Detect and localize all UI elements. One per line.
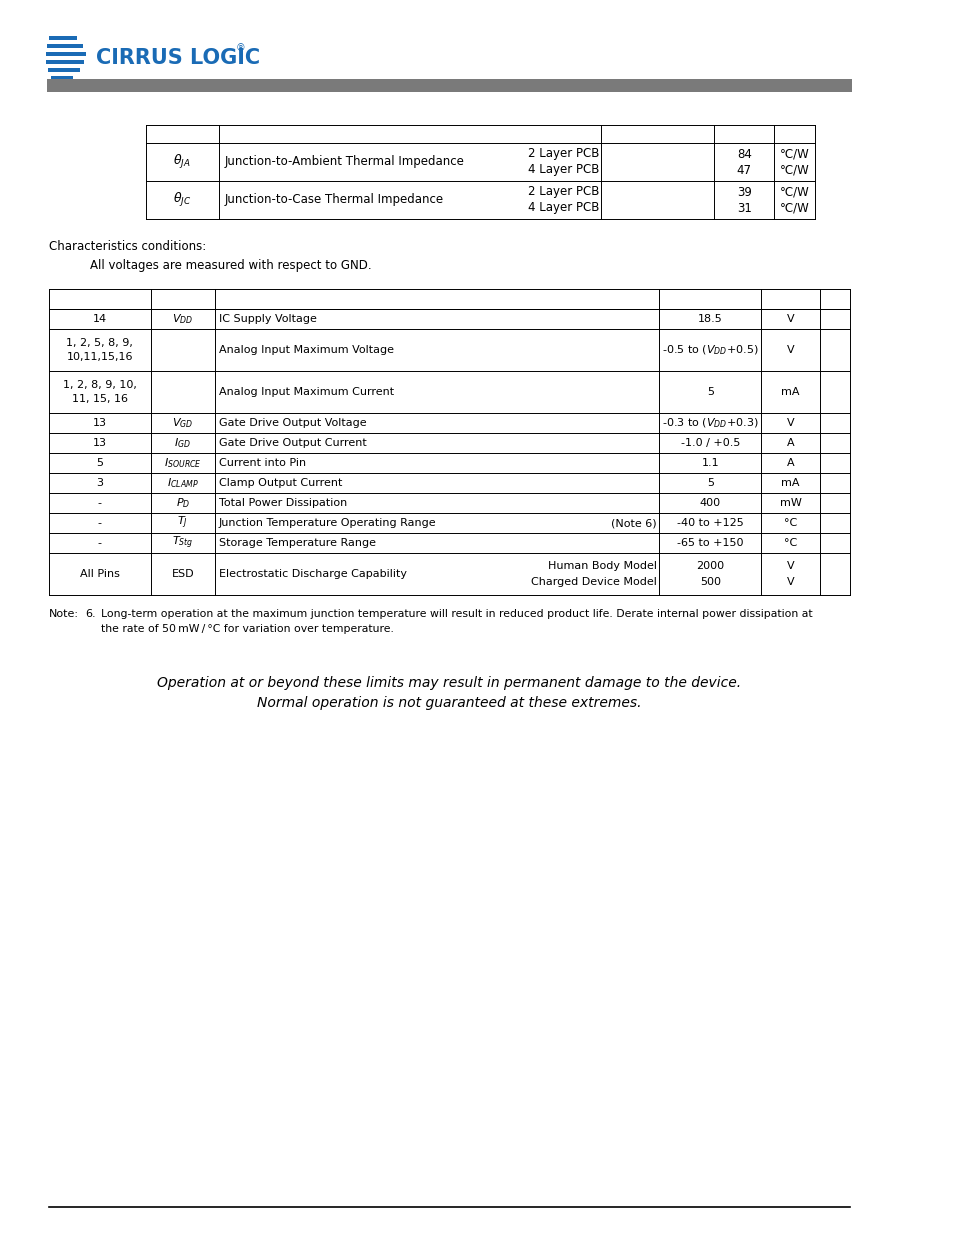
Text: $T_{J}$: $T_{J}$ [177,515,188,531]
Text: mA: mA [781,478,799,488]
Text: V: V [786,577,794,587]
Text: $V_{GD}$: $V_{GD}$ [172,416,193,430]
Text: °C/W: °C/W [779,185,809,199]
Text: -0.5 to ($V_{DD}$+0.5): -0.5 to ($V_{DD}$+0.5) [661,343,758,357]
Text: Gate Drive Output Voltage: Gate Drive Output Voltage [218,417,366,429]
Text: 5: 5 [706,387,713,396]
Text: 18.5: 18.5 [698,314,722,324]
Text: °C/W: °C/W [779,201,809,215]
Text: mW: mW [779,498,801,508]
Text: Junction Temperature Operating Range: Junction Temperature Operating Range [218,517,436,529]
Text: $P_{D}$: $P_{D}$ [175,496,190,510]
Text: °C/W: °C/W [779,147,809,161]
Text: 84: 84 [736,147,751,161]
Text: 1, 2, 5, 8, 9,: 1, 2, 5, 8, 9, [67,338,133,348]
Text: -0.3 to ($V_{DD}$+0.3): -0.3 to ($V_{DD}$+0.3) [661,416,758,430]
Bar [47,79,851,91]
Text: All voltages are measured with respect to GND.: All voltages are measured with respect t… [90,258,371,272]
Text: mA: mA [781,387,799,396]
Text: Long-term operation at the maximum junction temperature will result in reduced p: Long-term operation at the maximum junct… [101,609,812,634]
Text: 500: 500 [700,577,720,587]
Text: Characteristics conditions:: Characteristics conditions: [49,241,206,253]
Text: Current into Pin: Current into Pin [218,458,305,468]
Bar [46,59,84,64]
Text: $I_{CLAMP}$: $I_{CLAMP}$ [167,477,198,490]
Text: $\theta_{JA}$: $\theta_{JA}$ [173,153,191,170]
Text: ®: ® [235,43,245,53]
Text: Charged Device Model: Charged Device Model [530,577,656,587]
Text: 13: 13 [92,417,107,429]
Text: -: - [98,517,102,529]
Text: Analog Input Maximum Current: Analog Input Maximum Current [218,387,394,396]
Bar [48,68,80,73]
Text: Storage Temperature Range: Storage Temperature Range [218,538,375,548]
Text: 1.1: 1.1 [700,458,719,468]
Text: All Pins: All Pins [80,569,120,579]
Text: (Note 6): (Note 6) [611,517,656,529]
Text: Gate Drive Output Current: Gate Drive Output Current [218,438,366,448]
Text: -65 to +150: -65 to +150 [677,538,742,548]
Text: 3: 3 [96,478,103,488]
Bar [51,75,73,80]
Text: Analog Input Maximum Voltage: Analog Input Maximum Voltage [218,345,394,354]
Text: Electrostatic Discharge Capability: Electrostatic Discharge Capability [218,569,406,579]
Text: -1.0 / +0.5: -1.0 / +0.5 [680,438,740,448]
Text: 6.: 6. [85,609,95,619]
Text: Human Body Model: Human Body Model [547,561,656,571]
Text: °C: °C [783,538,797,548]
Text: 14: 14 [92,314,107,324]
Text: 2 Layer PCB: 2 Layer PCB [527,185,598,199]
Text: Normal operation is not guaranteed at these extremes.: Normal operation is not guaranteed at th… [257,697,641,710]
Text: -: - [98,538,102,548]
Text: Junction-to-Case Thermal Impedance: Junction-to-Case Thermal Impedance [224,194,443,206]
Text: $\theta_{JC}$: $\theta_{JC}$ [172,191,192,209]
Bar [47,43,83,48]
Text: Operation at or beyond these limits may result in permanent damage to the device: Operation at or beyond these limits may … [157,676,740,690]
Text: $I_{GD}$: $I_{GD}$ [174,436,191,450]
Text: -40 to +125: -40 to +125 [677,517,743,529]
Text: -: - [98,498,102,508]
Text: V: V [786,561,794,571]
Text: 47: 47 [736,163,751,177]
Text: A: A [786,458,794,468]
Text: V: V [786,314,794,324]
Text: 1, 2, 8, 9, 10,: 1, 2, 8, 9, 10, [63,380,136,390]
Text: 13: 13 [92,438,107,448]
Text: 2 Layer PCB: 2 Layer PCB [527,147,598,161]
Text: CIRRUS LOGIC: CIRRUS LOGIC [96,48,260,68]
Text: $V_{DD}$: $V_{DD}$ [172,312,193,326]
Text: IC Supply Voltage: IC Supply Voltage [218,314,316,324]
Bar [49,36,77,41]
Text: V: V [786,345,794,354]
Text: V: V [786,417,794,429]
Text: Note:: Note: [49,609,79,619]
Text: °C/W: °C/W [779,163,809,177]
Text: 4 Layer PCB: 4 Layer PCB [527,163,598,177]
Text: A: A [786,438,794,448]
Text: 400: 400 [700,498,720,508]
Text: Junction-to-Ambient Thermal Impedance: Junction-to-Ambient Thermal Impedance [224,156,463,168]
Text: $I_{SOURCE}$: $I_{SOURCE}$ [164,456,201,469]
Text: 10,11,15,16: 10,11,15,16 [67,352,133,362]
Text: 4 Layer PCB: 4 Layer PCB [527,201,598,215]
Text: Total Power Dissipation: Total Power Dissipation [218,498,347,508]
Text: 11, 15, 16: 11, 15, 16 [71,394,128,404]
Text: $T_{Stg}$: $T_{Stg}$ [172,535,193,551]
Text: ESD: ESD [172,569,193,579]
Text: 5: 5 [706,478,713,488]
Text: 5: 5 [96,458,103,468]
Text: 31: 31 [736,201,751,215]
Text: °C: °C [783,517,797,529]
Bar [46,52,86,57]
Text: 2000: 2000 [696,561,723,571]
Text: Clamp Output Current: Clamp Output Current [218,478,341,488]
Text: 39: 39 [736,185,751,199]
